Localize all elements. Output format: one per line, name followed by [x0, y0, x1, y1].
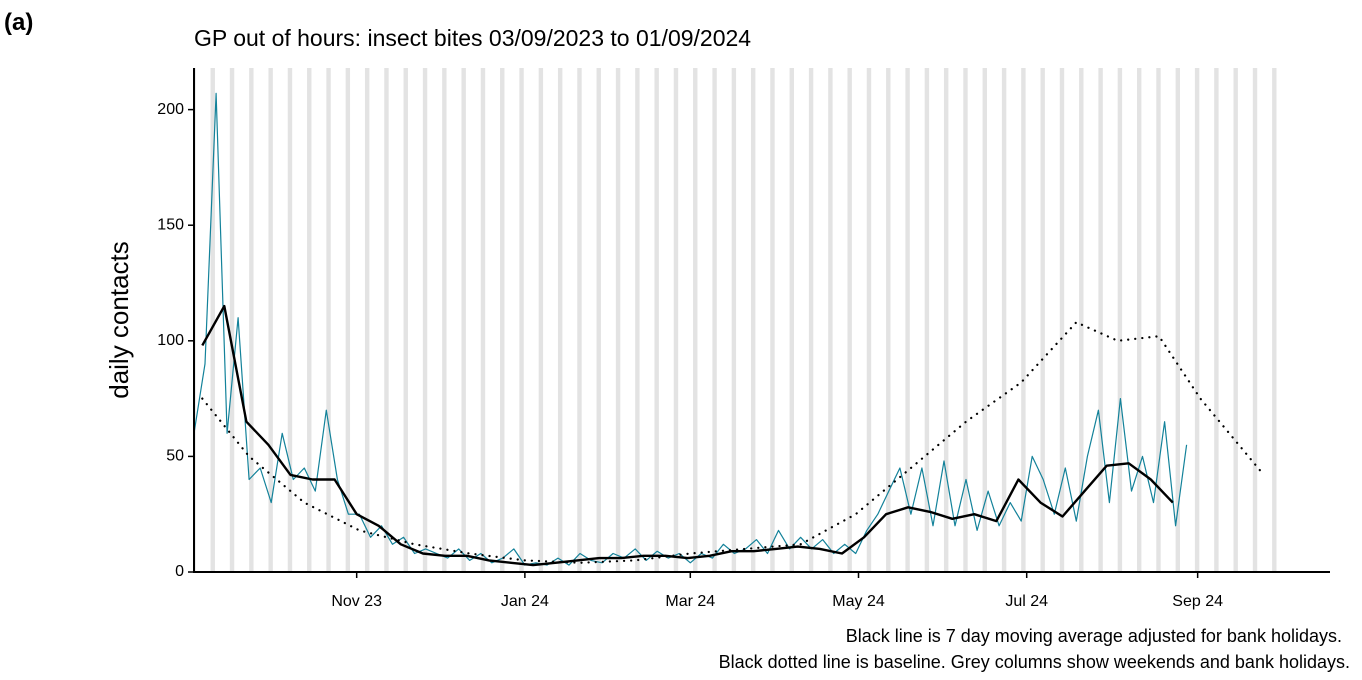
y-tick-label: 100 — [157, 332, 184, 349]
weekend-column — [1214, 68, 1219, 572]
weekend-column — [326, 68, 331, 572]
weekend-column — [1059, 68, 1065, 572]
weekend-column — [557, 68, 563, 572]
weekend-column — [596, 68, 601, 572]
weekend-column — [847, 68, 852, 572]
weekend-column — [538, 68, 544, 572]
weekend-column — [268, 68, 273, 572]
weekend-column — [982, 68, 987, 572]
y-tick-label: 200 — [157, 101, 184, 118]
weekend-column — [673, 68, 679, 572]
weekend-column — [1252, 68, 1258, 572]
weekend-column — [828, 68, 833, 572]
note: Black dotted line is baseline. Grey colu… — [719, 652, 1350, 672]
weekend-column — [1021, 68, 1026, 572]
x-tick-label: Sep 24 — [1172, 593, 1223, 610]
weekend-column — [249, 68, 254, 572]
weekend-column — [1194, 68, 1200, 572]
weekend-columns — [195, 68, 1277, 572]
weekend-column — [654, 68, 659, 572]
weekend-column — [1272, 68, 1277, 572]
x-tick-label: Jul 24 — [1005, 593, 1048, 610]
weekend-column — [1156, 68, 1161, 572]
weekend-column — [577, 68, 582, 572]
weekend-column — [210, 68, 215, 572]
weekend-column — [866, 68, 872, 572]
x-tick-label: May 24 — [832, 593, 885, 610]
weekend-column — [1001, 68, 1007, 572]
weekend-column — [1175, 68, 1181, 572]
weekend-column — [789, 68, 794, 572]
weekend-column — [384, 68, 389, 572]
weekend-column — [403, 68, 408, 572]
weekend-column — [808, 68, 814, 572]
weekend-column — [229, 68, 235, 572]
y-tick-label: 50 — [166, 448, 184, 465]
weekend-column — [1079, 68, 1084, 572]
weekend-column — [886, 68, 891, 572]
panel-label: (a) — [4, 9, 33, 36]
weekend-column — [750, 68, 756, 572]
weekend-column — [635, 68, 640, 572]
weekend-column — [905, 68, 910, 572]
weekend-column — [1117, 68, 1123, 572]
weekend-column — [364, 68, 370, 572]
x-tick-label: Jan 24 — [501, 593, 549, 610]
weekend-column — [1136, 68, 1142, 572]
plot-area — [193, 92, 1265, 567]
series-line — [193, 92, 1188, 566]
x-tick-label: Nov 23 — [331, 593, 382, 610]
chart-title: GP out of hours: insect bites 03/09/2023… — [194, 25, 751, 51]
weekend-column — [1233, 68, 1238, 572]
note: Black line is 7 day moving average adjus… — [846, 626, 1342, 646]
weekend-column — [461, 68, 466, 572]
weekend-column — [924, 68, 930, 572]
weekend-column — [712, 68, 717, 572]
y-tick-label: 0 — [175, 563, 184, 580]
weekend-column — [422, 68, 428, 572]
weekend-column — [770, 68, 775, 572]
y-axis-label: daily contacts — [104, 241, 134, 399]
weekend-column — [442, 68, 447, 572]
weekend-column — [307, 68, 312, 572]
weekend-column — [1098, 68, 1103, 572]
series-line — [201, 321, 1265, 564]
weekend-column — [500, 68, 505, 572]
weekend-column — [519, 68, 524, 572]
weekend-column — [480, 68, 486, 572]
weekend-column — [345, 68, 351, 572]
weekend-column — [287, 68, 293, 572]
y-tick-label: 150 — [157, 216, 184, 233]
weekend-column — [195, 68, 196, 572]
weekend-column — [693, 68, 698, 572]
x-tick-label: Mar 24 — [665, 593, 715, 610]
weekend-column — [943, 68, 949, 572]
series-line — [201, 304, 1174, 567]
weekend-column — [731, 68, 737, 572]
weekend-column — [963, 68, 968, 572]
weekend-column — [615, 68, 621, 572]
weekend-column — [1040, 68, 1045, 572]
